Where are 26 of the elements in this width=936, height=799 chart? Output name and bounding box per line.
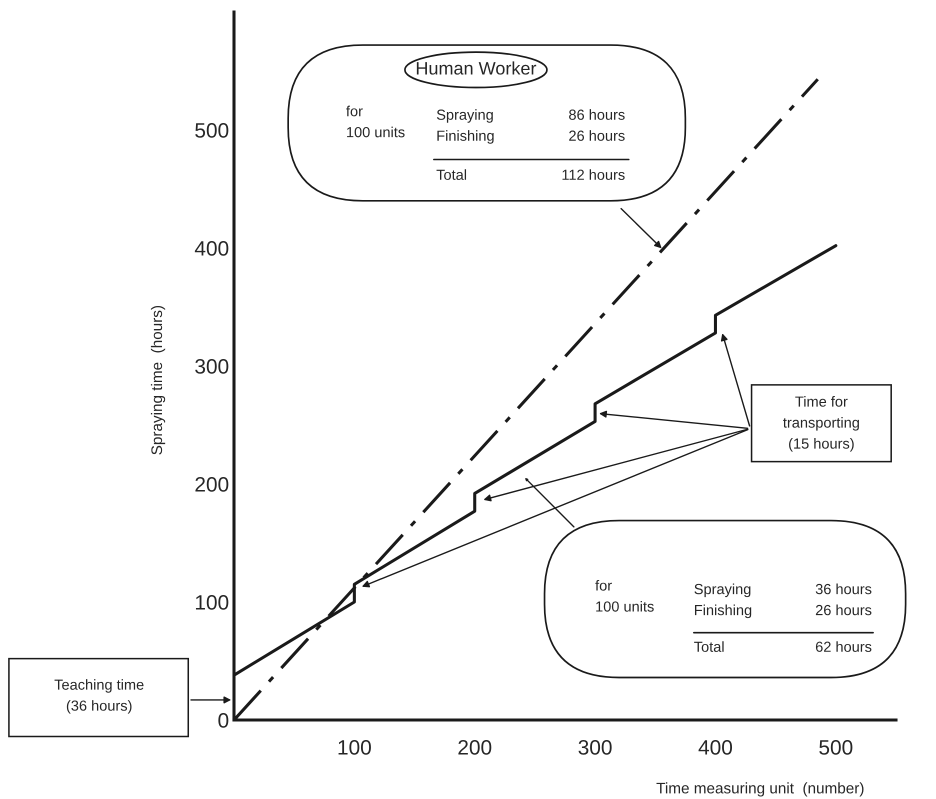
annotation: Total <box>694 641 724 652</box>
y-tick-label: 500 <box>195 123 228 138</box>
annotation: 62 hours <box>816 641 872 652</box>
x-tick-label: 100 <box>338 740 371 755</box>
annotation: Time for transporting (15 hours) <box>783 396 859 452</box>
y-tick-label: 400 <box>194 241 228 256</box>
annotation: for 100 units <box>595 580 654 612</box>
x-tick-label: 500 <box>819 740 852 755</box>
y-tick-label: 100 <box>196 595 228 610</box>
annotation: Spraying Finishing <box>436 109 494 144</box>
y-axis-title: Spraying time (hours) <box>150 306 166 455</box>
y-tick-label: 200 <box>195 477 228 492</box>
text: Teaching time (36 hours) <box>54 679 144 714</box>
annotation: Total <box>436 169 466 180</box>
x-axis-title: Time measuring unit (number) <box>656 782 864 797</box>
x-tick-label: 200 <box>458 740 492 755</box>
annotation: Spraying Finishing <box>694 584 752 618</box>
x-tick-label: 300 <box>578 740 612 755</box>
annotation: 86 hours 26 hours <box>569 109 625 141</box>
y-tick-label: 300 <box>195 359 228 374</box>
annotation: Human Worker <box>416 61 536 75</box>
y-tick-label: 0 <box>218 713 228 728</box>
annotation: 112 hours <box>562 169 625 180</box>
annotation: for 100 units <box>346 106 405 138</box>
x-tick-label: 400 <box>698 740 732 755</box>
annotation: 36 hours 26 hours <box>816 584 872 616</box>
